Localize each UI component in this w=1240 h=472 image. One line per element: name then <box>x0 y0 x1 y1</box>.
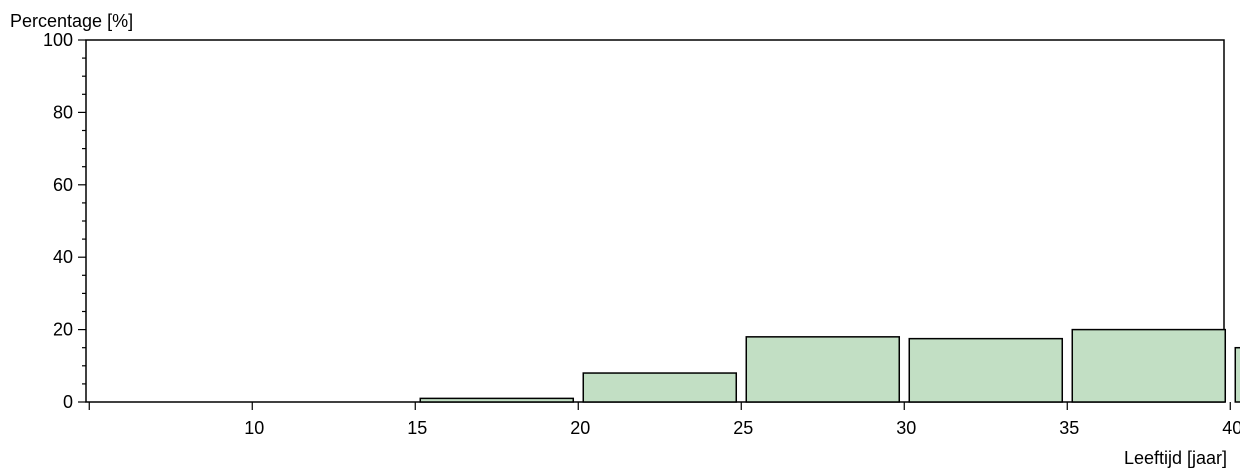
x-tick-label: 20 <box>570 418 590 438</box>
histogram-bar <box>419 397 575 403</box>
y-axis-title: Percentage [%] <box>10 11 133 31</box>
x-axis-title: Leeftijd [jaar] <box>1124 448 1227 468</box>
x-tick-label: 25 <box>733 418 753 438</box>
x-tick-label: 35 <box>1059 418 1079 438</box>
x-tick-label: 15 <box>407 418 427 438</box>
x-tick-label: 40 <box>1222 418 1240 438</box>
histogram-bar <box>582 372 738 403</box>
histogram-bar <box>908 337 1064 403</box>
histogram-bar <box>745 336 901 403</box>
y-tick-label: 0 <box>63 392 73 412</box>
bars <box>419 328 1240 403</box>
x-tick-label: 30 <box>896 418 916 438</box>
y-tick-label: 100 <box>43 30 73 50</box>
x-axis: 10152025303540455055606570 <box>88 402 1240 438</box>
histogram-bar <box>1234 346 1240 403</box>
y-tick-label: 60 <box>53 175 73 195</box>
x-tick-label: 10 <box>244 418 264 438</box>
y-axis: 0 20 40 60 80 100 <box>43 30 86 412</box>
y-tick-label: 20 <box>53 320 73 340</box>
histogram-bar <box>1071 328 1227 403</box>
y-tick-label: 80 <box>53 102 73 122</box>
y-tick-label: 40 <box>53 247 73 267</box>
